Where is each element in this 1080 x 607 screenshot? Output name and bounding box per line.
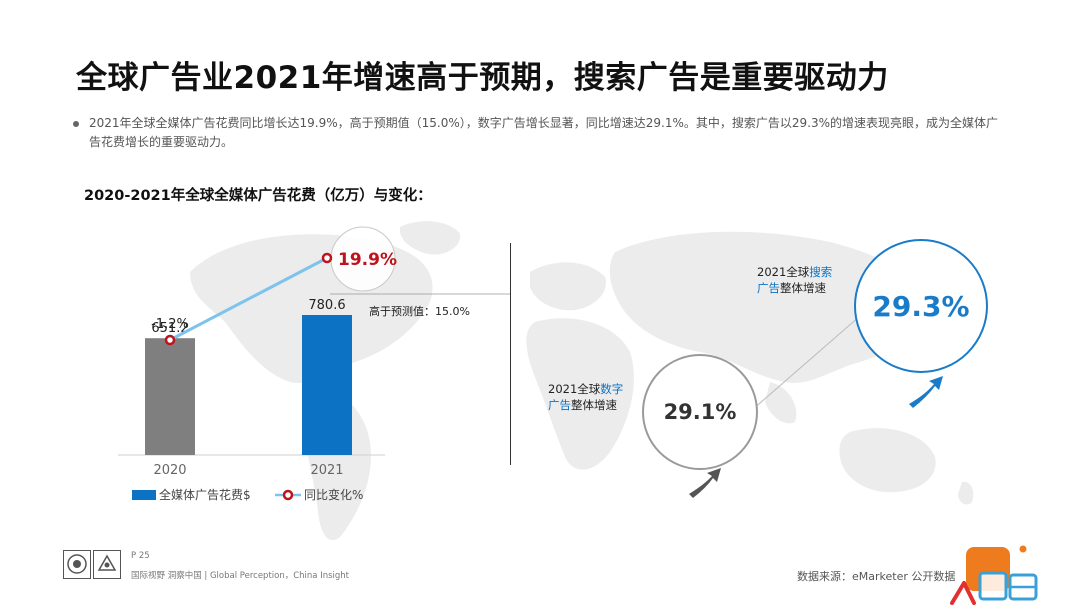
- annotation-text: 高于预测值：15.0%: [369, 304, 470, 318]
- summary-text: 2021年全球全媒体广告花费同比增长达19.9%，高于预期值（15.0%），数字…: [89, 116, 999, 149]
- certification-seals-icon: [63, 550, 121, 579]
- bullet-dot: [73, 121, 79, 127]
- chart-subtitle: 2020-2021年全球全媒体广告花费（亿万）与变化：: [84, 188, 432, 204]
- bar-value-label-2020: 651.2: [151, 321, 188, 336]
- legend-bar-swatch: [132, 490, 156, 500]
- x-tick-label-2020: 2020: [153, 463, 186, 478]
- yoy-label-2021: 19.9%: [338, 250, 397, 270]
- digital-growth-circle: 29.1%: [642, 354, 758, 470]
- yoy-label-2020: -1.2%: [151, 317, 189, 332]
- digital-label: 2021全球数字 广告整体增速: [548, 381, 623, 413]
- bar-2021: [302, 315, 352, 455]
- legend-line-marker: [282, 489, 294, 501]
- panel-divider: [510, 243, 511, 465]
- x-tick-label-2021: 2021: [310, 463, 343, 478]
- digital-label-prefix: 2021全球: [548, 382, 601, 396]
- bar-value-label-2021: 780.6: [308, 298, 345, 313]
- search-growth-circle: 29.3%: [854, 239, 988, 373]
- search-label: 2021全球搜索 广告整体增速: [757, 264, 832, 296]
- digital-label-highlight: 数字: [600, 382, 624, 396]
- ad-spend-chart: 高于预测值：15.0% 651.2 2020 780.6 2021 -1.2% 19.9…: [118, 226, 510, 502]
- yoy-line: [169, 256, 328, 342]
- yoy-point-2020: [164, 334, 176, 346]
- yoy-point-2021: [321, 252, 333, 264]
- world-map-background: [190, 221, 974, 541]
- search-label-prefix: 2021全球: [757, 265, 810, 279]
- search-label-highlight2: 广告: [757, 281, 780, 295]
- legend-bar-label: 全媒体广告花费$: [159, 487, 251, 502]
- footer-tagline: 国际视野 洞察中国 | Global Perception，China Insi…: [131, 571, 350, 581]
- search-label-highlight: 搜索: [809, 265, 833, 279]
- search-label-suffix: 整体增速: [780, 281, 826, 295]
- search-up-arrow-icon: [909, 376, 943, 408]
- digital-to-search-connector: [751, 315, 861, 411]
- bar-2020: [145, 338, 195, 455]
- digital-up-arrow-icon: [689, 468, 721, 498]
- page-number: P 25: [131, 551, 150, 561]
- brand-logo-icon: [950, 545, 1038, 605]
- legend-line-label: 同比变化%: [304, 487, 363, 502]
- digital-label-highlight2: 广告: [548, 398, 571, 412]
- data-source: 数据来源：eMarketer 公开数据: [797, 570, 956, 583]
- digital-label-suffix: 整体增速: [571, 398, 617, 412]
- page-title: 全球广告业2021年增速高于预期，搜索广告是重要驱动力: [76, 60, 889, 96]
